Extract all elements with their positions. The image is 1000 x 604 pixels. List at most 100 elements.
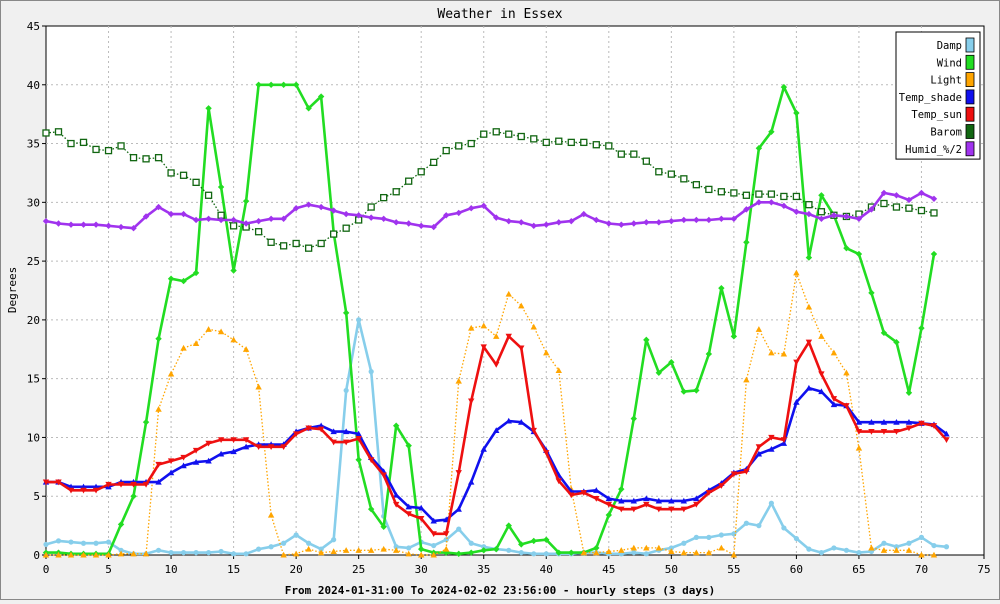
- x-tick-label: 5: [105, 563, 112, 576]
- series-damp-point: [306, 541, 311, 546]
- x-tick-label: 0: [43, 563, 50, 576]
- y-tick-label: 10: [27, 431, 40, 444]
- series-barom-point: [743, 192, 749, 198]
- series-barom-point: [656, 169, 662, 175]
- series-damp-point: [644, 551, 649, 556]
- series-damp-point: [944, 544, 949, 549]
- series-barom-point: [518, 134, 524, 140]
- y-tick-label: 25: [27, 255, 40, 268]
- series-barom-point: [668, 171, 674, 177]
- legend-label-wind: Wind: [937, 57, 962, 69]
- y-tick-label: 15: [27, 373, 40, 386]
- series-barom-point: [443, 148, 449, 154]
- series-damp-point: [93, 541, 98, 546]
- series-barom-point: [43, 130, 49, 136]
- series-barom-point: [531, 136, 537, 142]
- series-barom-point: [281, 243, 287, 249]
- legend-swatch-humid-2: [966, 142, 974, 156]
- series-damp-point: [281, 541, 286, 546]
- series-barom-point: [918, 208, 924, 214]
- x-tick-label: 75: [977, 563, 990, 576]
- series-barom-point: [581, 139, 587, 145]
- y-tick-label: 5: [33, 490, 40, 503]
- x-tick-label: 35: [477, 563, 490, 576]
- series-damp-point: [181, 550, 186, 555]
- series-barom-point: [106, 148, 112, 154]
- series-barom-point: [731, 190, 737, 196]
- series-barom-point: [206, 192, 212, 198]
- y-tick-label: 45: [27, 20, 40, 33]
- legend-swatch-temp-shade: [966, 90, 974, 104]
- series-barom-point: [568, 139, 574, 145]
- series-barom-point: [456, 143, 462, 149]
- series-damp-point: [756, 523, 761, 528]
- series-barom-point: [631, 151, 637, 157]
- series-damp-point: [231, 551, 236, 556]
- series-damp-point: [68, 539, 73, 544]
- legend: DampWindLightTemp_shadeTemp_sunBaromHumi…: [896, 32, 980, 159]
- legend-swatch-temp-sun: [966, 107, 974, 121]
- series-barom-point: [293, 240, 299, 246]
- series-barom-point: [643, 158, 649, 164]
- series-damp-point: [156, 548, 161, 553]
- series-damp-point: [631, 550, 636, 555]
- series-damp-point: [931, 543, 936, 548]
- series-damp-point: [294, 532, 299, 537]
- series-barom-point: [193, 179, 199, 185]
- legend-swatch-light: [966, 73, 974, 87]
- series-barom-point: [818, 209, 824, 215]
- series-damp-point: [881, 541, 886, 546]
- chart-title: Weather in Essex: [437, 7, 562, 22]
- series-barom-point: [256, 229, 262, 235]
- x-tick-label: 55: [727, 563, 740, 576]
- series-barom-point: [681, 176, 687, 182]
- x-tick-label: 40: [540, 563, 553, 576]
- series-barom-point: [156, 155, 162, 161]
- x-tick-label: 50: [665, 563, 678, 576]
- series-barom-point: [893, 204, 899, 210]
- y-tick-label: 40: [27, 79, 40, 92]
- series-damp-point: [919, 535, 924, 540]
- series-barom-point: [143, 156, 149, 162]
- series-damp-point: [831, 545, 836, 550]
- series-barom-point: [231, 223, 237, 229]
- x-tick-label: 25: [352, 563, 365, 576]
- series-damp-point: [531, 551, 536, 556]
- series-damp-point: [781, 525, 786, 530]
- series-barom-point: [781, 193, 787, 199]
- series-damp-point: [806, 547, 811, 552]
- series-barom-point: [318, 240, 324, 246]
- series-barom-point: [118, 143, 124, 149]
- series-damp-point: [544, 551, 549, 556]
- series-barom-point: [793, 193, 799, 199]
- series-damp-point: [431, 543, 436, 548]
- series-barom-point: [181, 172, 187, 178]
- x-tick-label: 15: [227, 563, 240, 576]
- x-tick-label: 10: [164, 563, 177, 576]
- y-tick-label: 30: [27, 196, 40, 209]
- series-barom-point: [768, 191, 774, 197]
- x-tick-label: 30: [415, 563, 428, 576]
- series-barom-point: [931, 210, 937, 216]
- series-damp-point: [43, 542, 48, 547]
- series-damp-point: [218, 549, 223, 554]
- series-damp-point: [819, 550, 824, 555]
- series-damp-point: [706, 535, 711, 540]
- series-barom-point: [493, 129, 499, 135]
- legend-label-humid-2: Humid_%/2: [905, 144, 962, 156]
- series-barom-point: [468, 141, 474, 147]
- series-barom-point: [431, 159, 437, 165]
- series-damp-point: [406, 545, 411, 550]
- series-barom-point: [81, 139, 87, 145]
- series-damp-point: [356, 317, 361, 322]
- x-axis-label: From 2024-01-31:00 To 2024-02-02 23:56:0…: [285, 584, 715, 597]
- series-barom-point: [368, 204, 374, 210]
- x-tick-label: 60: [790, 563, 803, 576]
- legend-label-temp-sun: Temp_sun: [911, 109, 962, 121]
- series-damp-point: [719, 532, 724, 537]
- series-damp-point: [256, 547, 261, 552]
- series-damp-point: [469, 541, 474, 546]
- series-barom-point: [906, 205, 912, 211]
